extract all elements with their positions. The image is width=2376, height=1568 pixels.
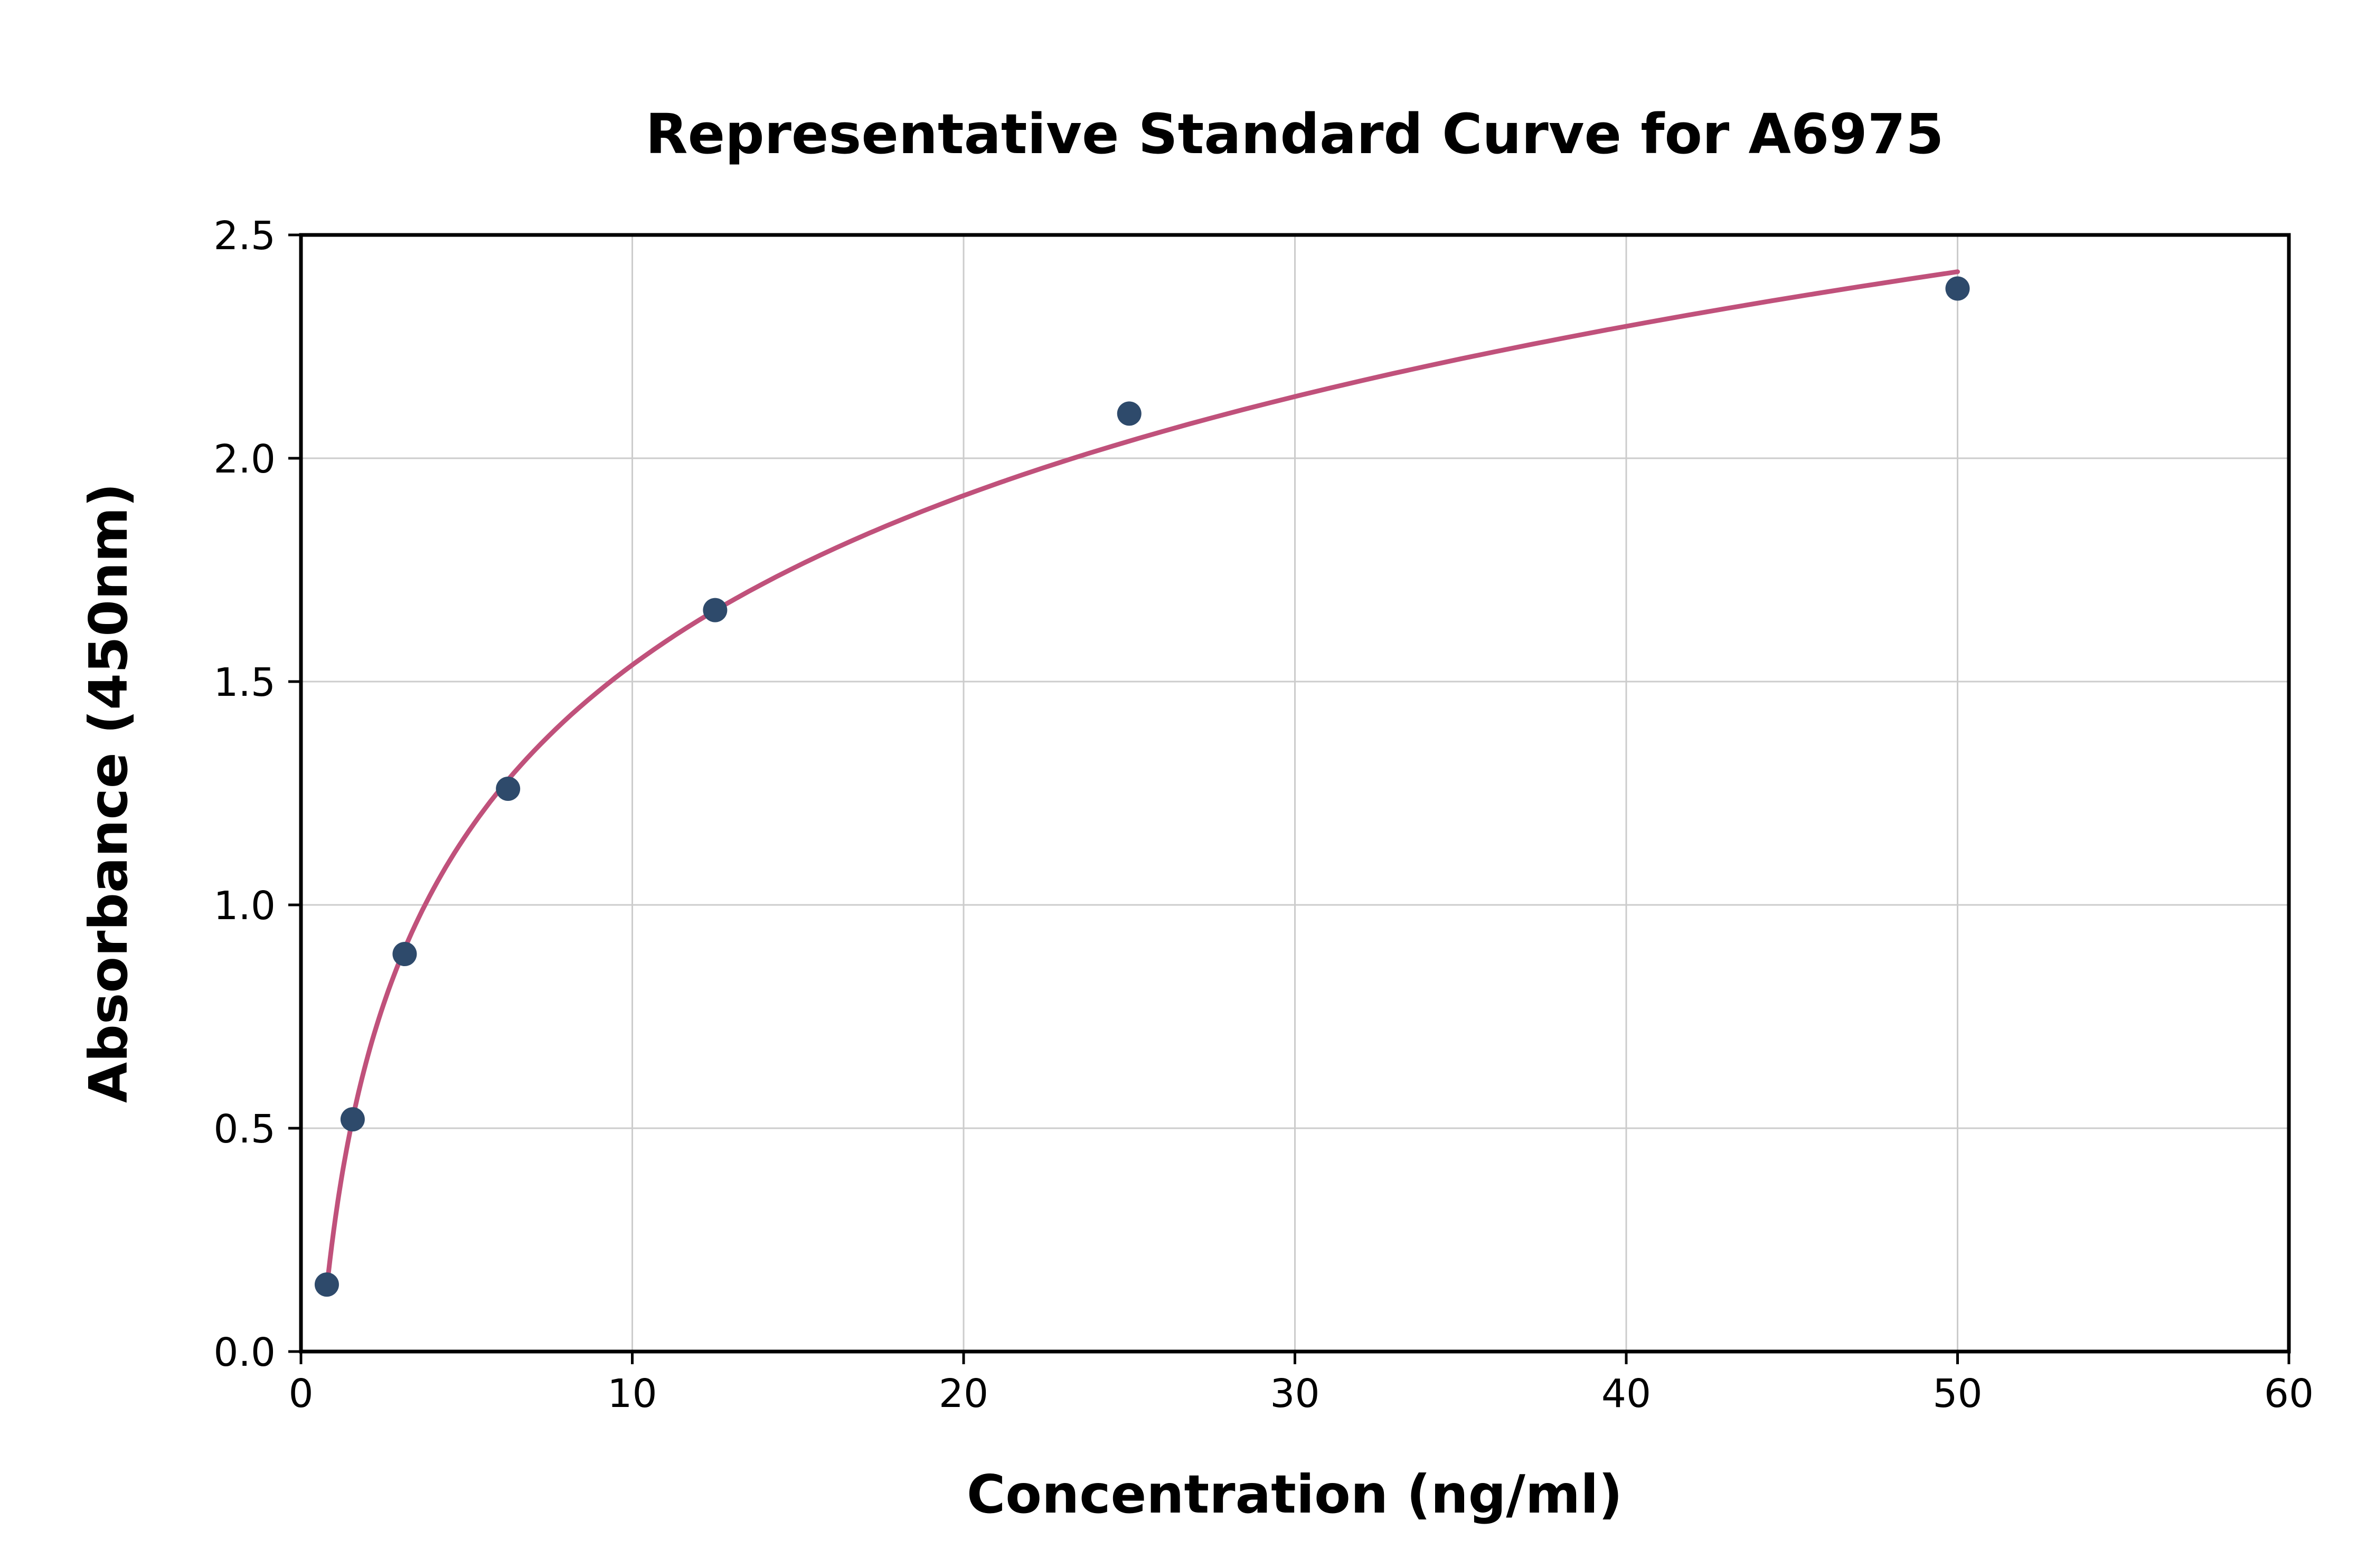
y-tick-label: 2.5 (213, 213, 276, 259)
y-tick-label: 0.0 (213, 1330, 276, 1375)
data-point (496, 777, 521, 801)
y-tick-label: 1.0 (213, 883, 276, 929)
y-tick-label: 0.5 (213, 1107, 276, 1152)
data-point (392, 942, 417, 967)
chart-title: Representative Standard Curve for A6975 (646, 102, 1944, 166)
x-tick-label: 10 (607, 1371, 657, 1416)
data-points (314, 276, 1970, 1297)
x-tick-label: 60 (2264, 1371, 2314, 1416)
data-point (1945, 276, 1970, 301)
x-tick-label: 50 (1932, 1371, 1982, 1416)
fit-curve (324, 269, 1960, 1291)
x-tick-label: 20 (939, 1371, 988, 1416)
axis-ticks (288, 233, 2290, 1364)
gridlines (300, 234, 2290, 1353)
tick-labels: 0 10 20 30 40 50 60 0.0 0.5 1.0 1.5 2.0 2.5 (213, 213, 2314, 1416)
data-point (340, 1107, 365, 1132)
y-tick-label: 2.0 (213, 437, 276, 482)
data-point (314, 1272, 339, 1297)
y-axis-label: Absorbance (450nm) (78, 483, 139, 1103)
data-point (1117, 401, 1142, 426)
x-tick-label: 30 (1270, 1371, 1319, 1416)
data-point (703, 598, 728, 622)
x-tick-label: 0 (288, 1371, 313, 1416)
x-tick-label: 40 (1601, 1371, 1651, 1416)
x-axis-label: Concentration (ng/ml) (967, 1463, 1623, 1525)
y-tick-label: 1.5 (213, 660, 276, 705)
